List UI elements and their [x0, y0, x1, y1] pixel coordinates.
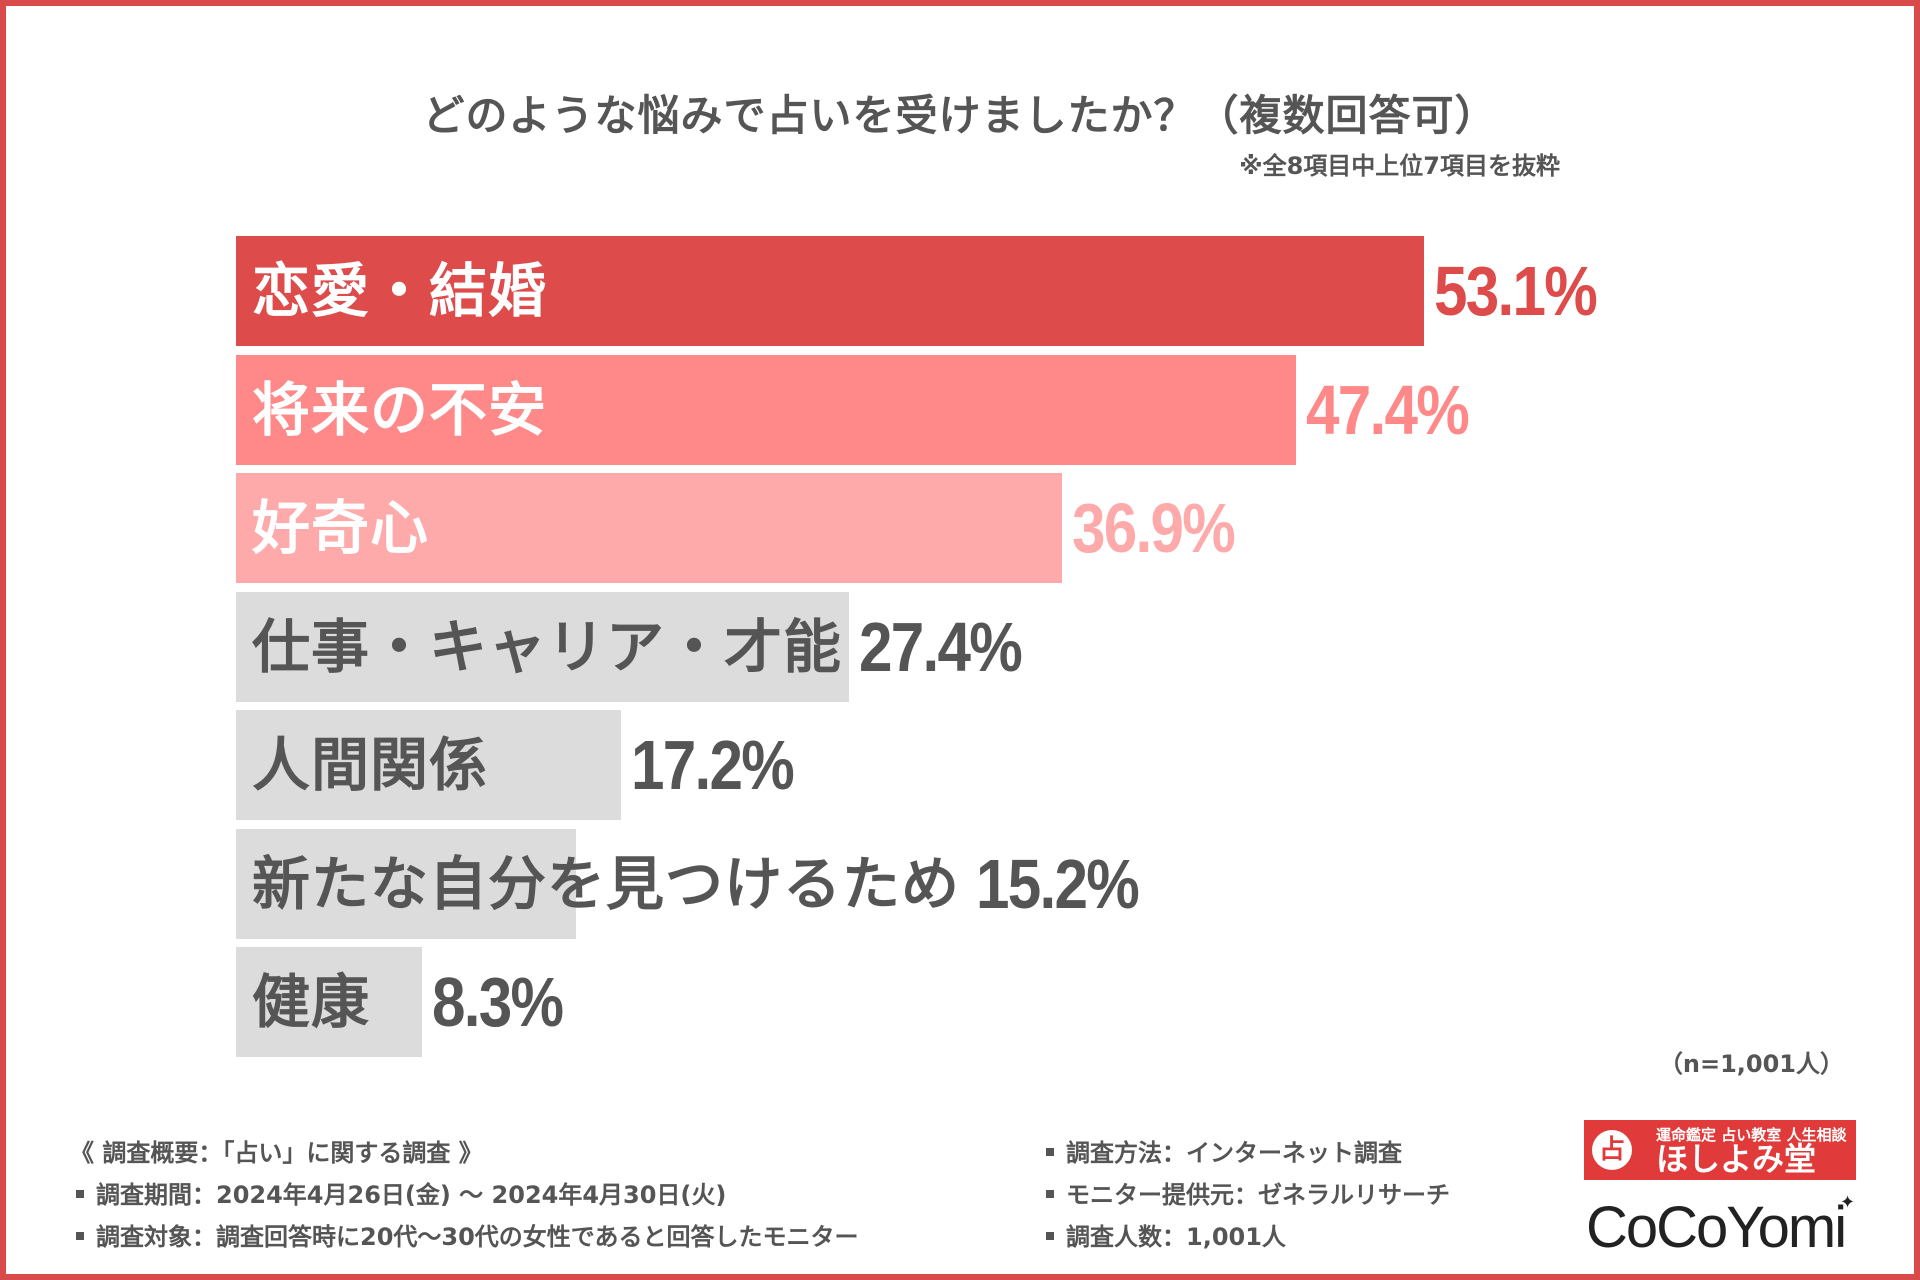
bar-value-label: 27.4%: [859, 607, 1023, 686]
survey-method-text: 調査方法：インターネット調査: [1066, 1139, 1402, 1167]
bar: [236, 828, 577, 939]
bullet-icon: [76, 1190, 84, 1198]
bullet-icon: [1046, 1190, 1054, 1198]
bullet-icon: [1046, 1148, 1054, 1156]
bar-category-label: 将来の不安: [252, 375, 548, 444]
bar: [236, 591, 850, 702]
survey-left-column: 《 調査概要：「占い」に関する調査 》 調査期間：2024年4月26日(金) ～…: [70, 1132, 859, 1258]
hoshiyomido-tagline: 運命鑑定 占い教室 人生相談: [1656, 1126, 1847, 1144]
bar-value-label: 15.2%: [976, 844, 1140, 923]
survey-provider: モニター提供元：ゼネラルリサーチ: [1040, 1174, 1450, 1216]
survey-right-column: 調査方法：インターネット調査 モニター提供元：ゼネラルリサーチ 調査人数：1,0…: [1040, 1132, 1450, 1258]
bar-category-label: 人間関係: [252, 731, 489, 799]
bar-category-label: 仕事・キャリア・才能: [252, 612, 843, 681]
bar-value-label: 8.3%: [431, 963, 564, 1041]
survey-method: 調査方法：インターネット調査: [1040, 1132, 1450, 1174]
bar-value-label: 53.1%: [1434, 252, 1598, 330]
bar: [236, 354, 1297, 465]
chart-title: どのような悩みで占いを受けましたか？（複数回答可）: [422, 91, 1498, 140]
bar-value-label: 47.4%: [1306, 370, 1470, 449]
survey-overview: 《 調査概要：「占い」に関する調査 》: [70, 1139, 483, 1167]
survey-period-text: 調査期間：2024年4月26日(金) ～ 2024年4月30日(火): [96, 1181, 727, 1209]
survey-target: 調査対象：調査回答時に20代～30代の女性であると回答したモニター: [70, 1216, 859, 1258]
bar-category-label: 恋愛・結婚: [252, 257, 548, 325]
bullet-icon: [76, 1232, 84, 1240]
bar-category-label: 健康: [252, 968, 371, 1036]
hoshiyomido-name: ほしよみ堂: [1656, 1140, 1817, 1178]
chart-subtitle: ※全8項目中上位7項目を抜粋: [1239, 152, 1560, 180]
survey-target-text: 調査対象：調査回答時に20代～30代の女性であると回答したモニター: [96, 1223, 859, 1251]
uranai-mark-icon: 占: [1592, 1130, 1632, 1170]
bar-value-label: 36.9%: [1071, 489, 1236, 567]
sample-size: （n=1,001人）: [1658, 1050, 1844, 1078]
cocoyomi-logo: CoCoYomi: [1586, 1195, 1847, 1260]
bar: [236, 236, 1424, 346]
bar-category-label: 新たな自分を見つけるため: [252, 849, 961, 918]
survey-period: 調査期間：2024年4月26日(金) ～ 2024年4月30日(火): [70, 1174, 859, 1216]
bar: [236, 473, 1062, 583]
bar-category-label: 好奇心: [252, 494, 430, 562]
star-icon: ✦: [1840, 1192, 1856, 1213]
survey-count: 調査人数：1,001人: [1040, 1216, 1450, 1258]
bar: [236, 710, 621, 820]
survey-provider-text: モニター提供元：ゼネラルリサーチ: [1066, 1181, 1450, 1209]
bullet-icon: [1046, 1232, 1054, 1240]
survey-count-text: 調査人数：1,001人: [1066, 1223, 1286, 1251]
bar: [236, 947, 422, 1057]
hoshiyomido-logo: 占 運命鑑定 占い教室 人生相談 ほしよみ堂: [1584, 1120, 1856, 1180]
bar-value-label: 17.2%: [630, 726, 795, 804]
